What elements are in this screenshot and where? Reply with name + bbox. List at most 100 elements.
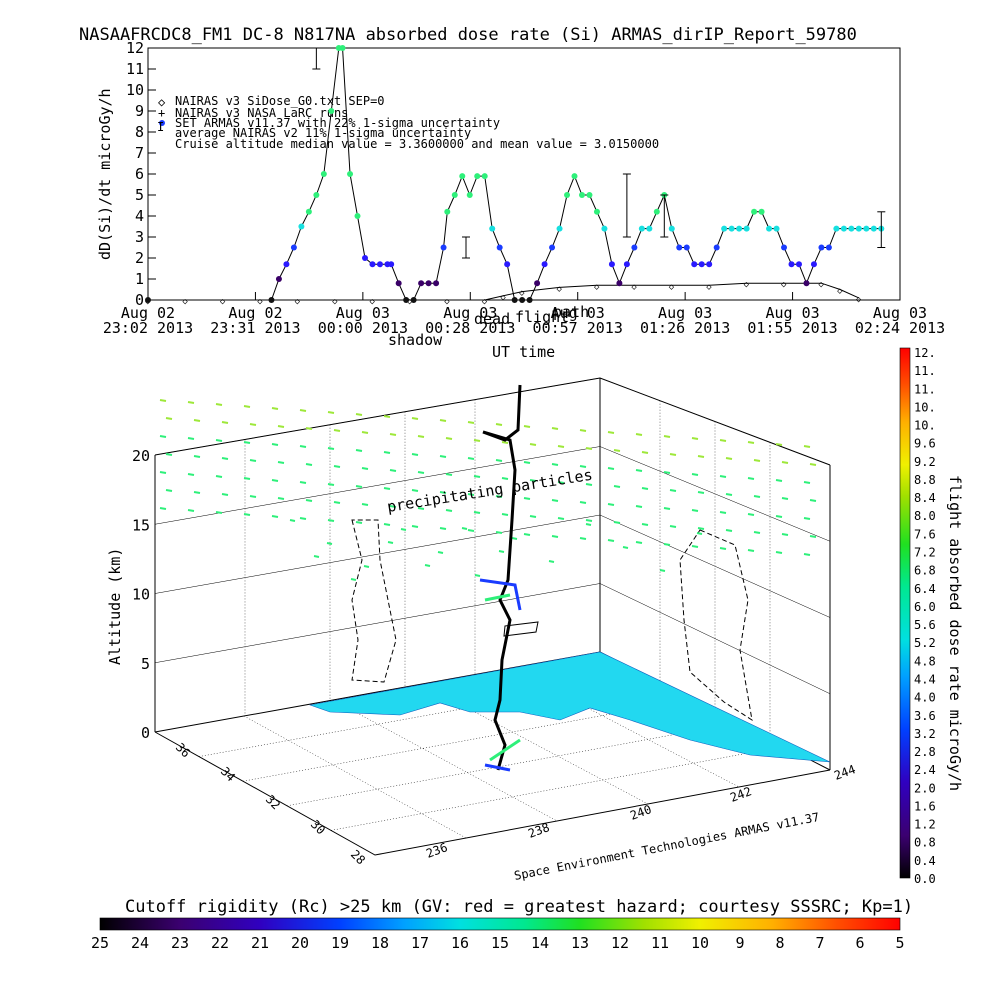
particle-mark bbox=[467, 529, 475, 532]
armas-data-point bbox=[781, 244, 788, 251]
x-tick-label-time: 23:31 2013 bbox=[210, 319, 300, 337]
armas-data-point bbox=[290, 244, 297, 251]
cutoff-rigidity-tick-label: 5 bbox=[895, 934, 904, 952]
particle-mark bbox=[439, 419, 447, 422]
longitude-axis: 236 238 240 242 244 bbox=[424, 762, 857, 861]
cutoff-rigidity-tick-label: 8 bbox=[775, 934, 784, 952]
x-tick-label-date: Aug 03 bbox=[443, 304, 497, 322]
particle-mark bbox=[669, 489, 677, 492]
particle-mark bbox=[165, 417, 173, 420]
particle-mark bbox=[753, 459, 761, 462]
armas-series-line bbox=[148, 47, 882, 301]
latitude-tick-label: 28 bbox=[348, 847, 368, 867]
y-tick-label: 2 bbox=[135, 249, 144, 267]
flight-marker-box bbox=[503, 621, 539, 637]
armas-data-point bbox=[440, 244, 447, 251]
cutoff-rigidity-tick-label: 12 bbox=[611, 934, 629, 952]
particle-mark bbox=[437, 551, 444, 554]
particle-mark bbox=[249, 495, 257, 498]
particle-mark bbox=[193, 455, 201, 458]
particle-mark bbox=[445, 437, 453, 440]
particle-mark bbox=[775, 443, 783, 446]
top-legend: NAIRAS v3 SiDose_G0.txt SEP=0 NAIRAS v3 … bbox=[157, 94, 659, 151]
particle-mark bbox=[511, 537, 518, 540]
y-tick-label: 12 bbox=[126, 39, 144, 57]
overlay-label-shadow: shadow bbox=[388, 331, 443, 349]
armas-data-point bbox=[803, 280, 810, 287]
dose-rate-tick-label: 4.0 bbox=[914, 691, 936, 705]
floor-gridline bbox=[243, 715, 467, 839]
particle-mark bbox=[389, 469, 397, 472]
particle-mark bbox=[691, 437, 699, 440]
dose-rate-tick-label: 4.8 bbox=[914, 654, 936, 668]
armas-data-point bbox=[395, 280, 402, 287]
particle-mark bbox=[361, 467, 369, 470]
dose-rate-colorbar: 0.0 0.4 0.8 1.2 1.6 2.0 2.4 2.8 3.2 3.6 4.0 4.4 4.8 5… bbox=[899, 346, 964, 886]
particle-mark bbox=[725, 529, 733, 532]
particle-mark bbox=[361, 503, 369, 506]
armas-data-point bbox=[728, 225, 735, 232]
longitude-tick-label: 236 bbox=[424, 840, 449, 861]
particle-mark bbox=[641, 487, 649, 490]
armas-data-point bbox=[511, 297, 518, 303]
cutoff-rigidity-colorbar-strip bbox=[99, 917, 901, 931]
particle-mark bbox=[697, 527, 705, 530]
particle-mark bbox=[363, 565, 370, 568]
cutoff-rigidity-tick-label: 16 bbox=[451, 934, 469, 952]
particle-mark bbox=[417, 471, 425, 474]
particle-mark bbox=[411, 417, 419, 420]
particle-mark bbox=[277, 497, 285, 500]
cutoff-rigidity-tick-label: 10 bbox=[691, 934, 709, 952]
particle-mark bbox=[215, 475, 223, 478]
particle-mark bbox=[607, 503, 615, 506]
y-tick-label: 7 bbox=[135, 144, 144, 162]
y-tick-label: 1 bbox=[135, 270, 144, 288]
cutoff-rigidity-tick-label: 7 bbox=[815, 934, 824, 952]
y-tick-label: 6 bbox=[135, 165, 144, 183]
altitude-tick-label: 0 bbox=[141, 724, 150, 742]
particle-mark bbox=[193, 419, 201, 422]
particle-mark bbox=[467, 457, 475, 460]
dose-rate-tick-label: 10. bbox=[914, 419, 936, 433]
left-wall-projection bbox=[351, 519, 397, 683]
armas-data-point bbox=[810, 261, 817, 268]
armas-data-point bbox=[593, 208, 600, 215]
x-tick-label-time: 02:24 2013 bbox=[855, 319, 945, 337]
particle-mark bbox=[775, 479, 783, 482]
cutoff-rigidity-tick-label: 15 bbox=[491, 934, 509, 952]
particle-mark bbox=[461, 527, 468, 530]
cutoff-rigidity-tick-label: 23 bbox=[171, 934, 189, 952]
cutoff-rigidity-colorbar-ticks: 25 24 23 22 21 20 19 18 17 16 15 14 13 12 11 10 9 8 7 6 5 bbox=[91, 934, 905, 952]
particle-mark bbox=[327, 519, 335, 522]
particle-mark bbox=[775, 515, 783, 518]
particle-mark bbox=[622, 546, 629, 549]
particle-mark bbox=[719, 439, 727, 442]
legend-marker-plus-icon: + bbox=[158, 106, 165, 120]
particle-mark bbox=[187, 509, 195, 512]
particle-mark bbox=[327, 411, 335, 414]
armas-data-point bbox=[795, 261, 802, 268]
track-segment-blue bbox=[479, 578, 522, 611]
altitude-tick-label: 10 bbox=[132, 586, 150, 604]
particle-mark bbox=[551, 463, 559, 466]
particle-mark bbox=[585, 519, 593, 522]
particle-mark bbox=[495, 531, 503, 534]
top-plot-frame bbox=[147, 47, 901, 301]
cutoff-rigidity-tick-label: 6 bbox=[855, 934, 864, 952]
legend-entry-set-armas: SET ARMAS v11.37 with 22% 1-sigma uncert… bbox=[175, 116, 500, 130]
armas-data-point bbox=[283, 261, 290, 268]
particle-mark bbox=[383, 523, 391, 526]
particle-mark bbox=[243, 477, 251, 480]
dose-rate-tick-label: 2.0 bbox=[914, 781, 936, 795]
nairas-point-icon: ◇ bbox=[631, 282, 637, 292]
cutoff-rigidity-tick-label: 9 bbox=[735, 934, 744, 952]
dose-rate-tick-label: 8.0 bbox=[914, 509, 936, 523]
armas-data-point bbox=[313, 192, 320, 198]
x-tick-label-time: 00:28 2013 bbox=[425, 319, 515, 337]
particle-mark bbox=[187, 473, 195, 476]
y-tick-label: 0 bbox=[135, 291, 144, 309]
